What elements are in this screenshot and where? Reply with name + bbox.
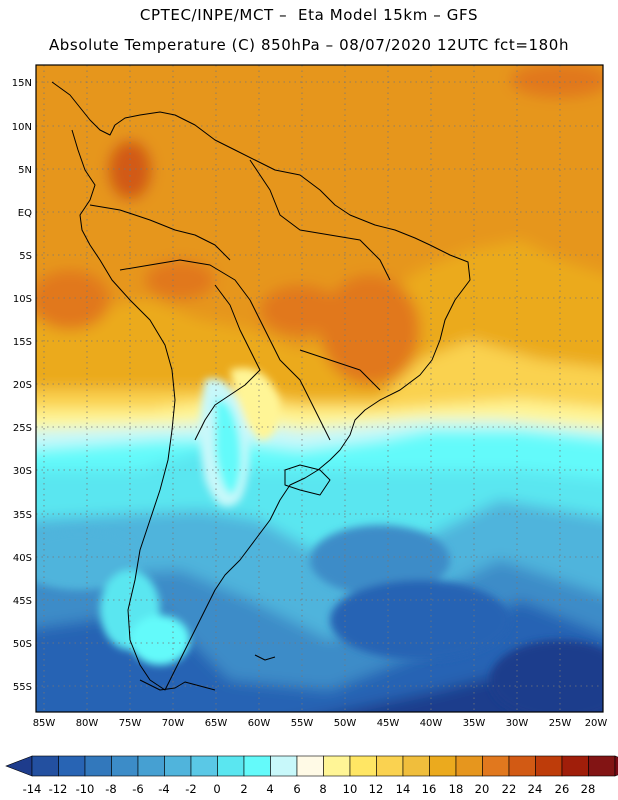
lat-label: EQ [18,208,32,219]
colorbar-label: 28 [581,782,596,796]
lat-label: 45S [13,596,32,607]
colorbar-swatch [111,755,139,777]
colorbar-label: 2 [240,782,247,796]
lat-label: 15N [12,78,32,89]
colorbar-swatch [58,755,86,777]
colorbar-arrow-high [614,755,618,777]
lon-label: 65W [205,718,228,729]
colorbar-swatch [455,755,483,777]
colorbar-swatch [376,755,404,777]
lon-label: 30W [506,718,529,729]
lat-label: 25S [13,423,32,434]
lat-label: 40S [13,553,32,564]
colorbar-label: 8 [319,782,326,796]
colorbar-label: 10 [343,782,358,796]
lat-label: 35S [13,510,32,521]
lon-label: 60W [248,718,271,729]
colorbar-swatch [482,755,510,777]
colorbar-label: -8 [105,782,116,796]
colorbar [5,755,618,777]
colorbar-swatch [270,755,298,777]
colorbar-label: 6 [293,782,300,796]
colorbar-label: 22 [502,782,517,796]
colorbar-swatch [323,755,351,777]
lat-label: 50S [13,639,32,650]
colorbar-label: 18 [449,782,464,796]
lon-label: 35W [463,718,486,729]
lon-label: 40W [420,718,443,729]
colorbar-swatch [535,755,563,777]
colorbar-swatch [190,755,218,777]
lat-label: 5S [19,251,32,262]
colorbar-label: 0 [213,782,220,796]
colorbar-label: -4 [158,782,169,796]
colorbar-label: -12 [49,782,68,796]
colorbar-swatch [561,755,589,777]
lon-label: 50W [334,718,357,729]
lat-label: 5N [18,165,32,176]
temperature-field [36,65,603,712]
colorbar-swatch [588,755,616,777]
colorbar-swatch [296,755,324,777]
colorbar-swatch [243,755,271,777]
lat-label: 30S [13,466,32,477]
chart-title-line1: CPTEC/INPE/MCT – Eta Model 15km – GFS [139,6,479,24]
colorbar-label: 4 [266,782,273,796]
colorbar-label: 16 [422,782,437,796]
lon-label: 80W [76,718,99,729]
latitude-axis: 15N 10N 5N EQ 5S 10S 15S 20S 25S 30S 35S… [12,78,32,693]
lat-label: 20S [13,380,32,391]
colorbar-label: -10 [76,782,95,796]
colorbar-swatch [217,755,245,777]
colorbar-swatch [84,755,112,777]
coastlines [51,81,471,691]
colorbar-labels: -14 -12 -10 -8 -6 -4 -2 0 2 4 6 8 10 12 … [23,782,596,796]
lon-label: 70W [162,718,185,729]
colorbar-label: 14 [396,782,411,796]
lat-label: 55S [13,682,32,693]
colorbar-arrow-low [5,755,33,777]
colorbar-swatch [402,755,430,777]
colorbar-swatch [164,755,192,777]
colorbar-label: 24 [528,782,543,796]
chart-title-line2: Absolute Temperature (C) 850hPa – 08/07/… [48,36,570,54]
lon-label: 55W [291,718,314,729]
lon-label: 20W [585,718,608,729]
colorbar-label: -2 [185,782,196,796]
colorbar-swatch [31,755,59,777]
colorbar-label: -6 [132,782,143,796]
graticule [36,65,603,712]
lon-label: 25W [549,718,572,729]
colorbar-swatch [508,755,536,777]
colorbar-swatch [349,755,377,777]
colorbar-label: 12 [369,782,384,796]
lon-label: 75W [119,718,142,729]
colorbar-label: 20 [475,782,490,796]
colorbar-swatch [429,755,457,777]
lat-label: 10N [12,122,32,133]
longitude-axis: 85W 80W 75W 70W 65W 60W 55W 50W 45W 40W … [33,718,608,729]
colorbar-label: 26 [555,782,570,796]
lon-label: 45W [377,718,400,729]
lat-label: 10S [13,294,32,305]
colorbar-swatch [137,755,165,777]
lon-label: 85W [33,718,56,729]
lat-label: 15S [13,337,32,348]
colorbar-label: -14 [23,782,42,796]
map-frame [35,64,604,713]
